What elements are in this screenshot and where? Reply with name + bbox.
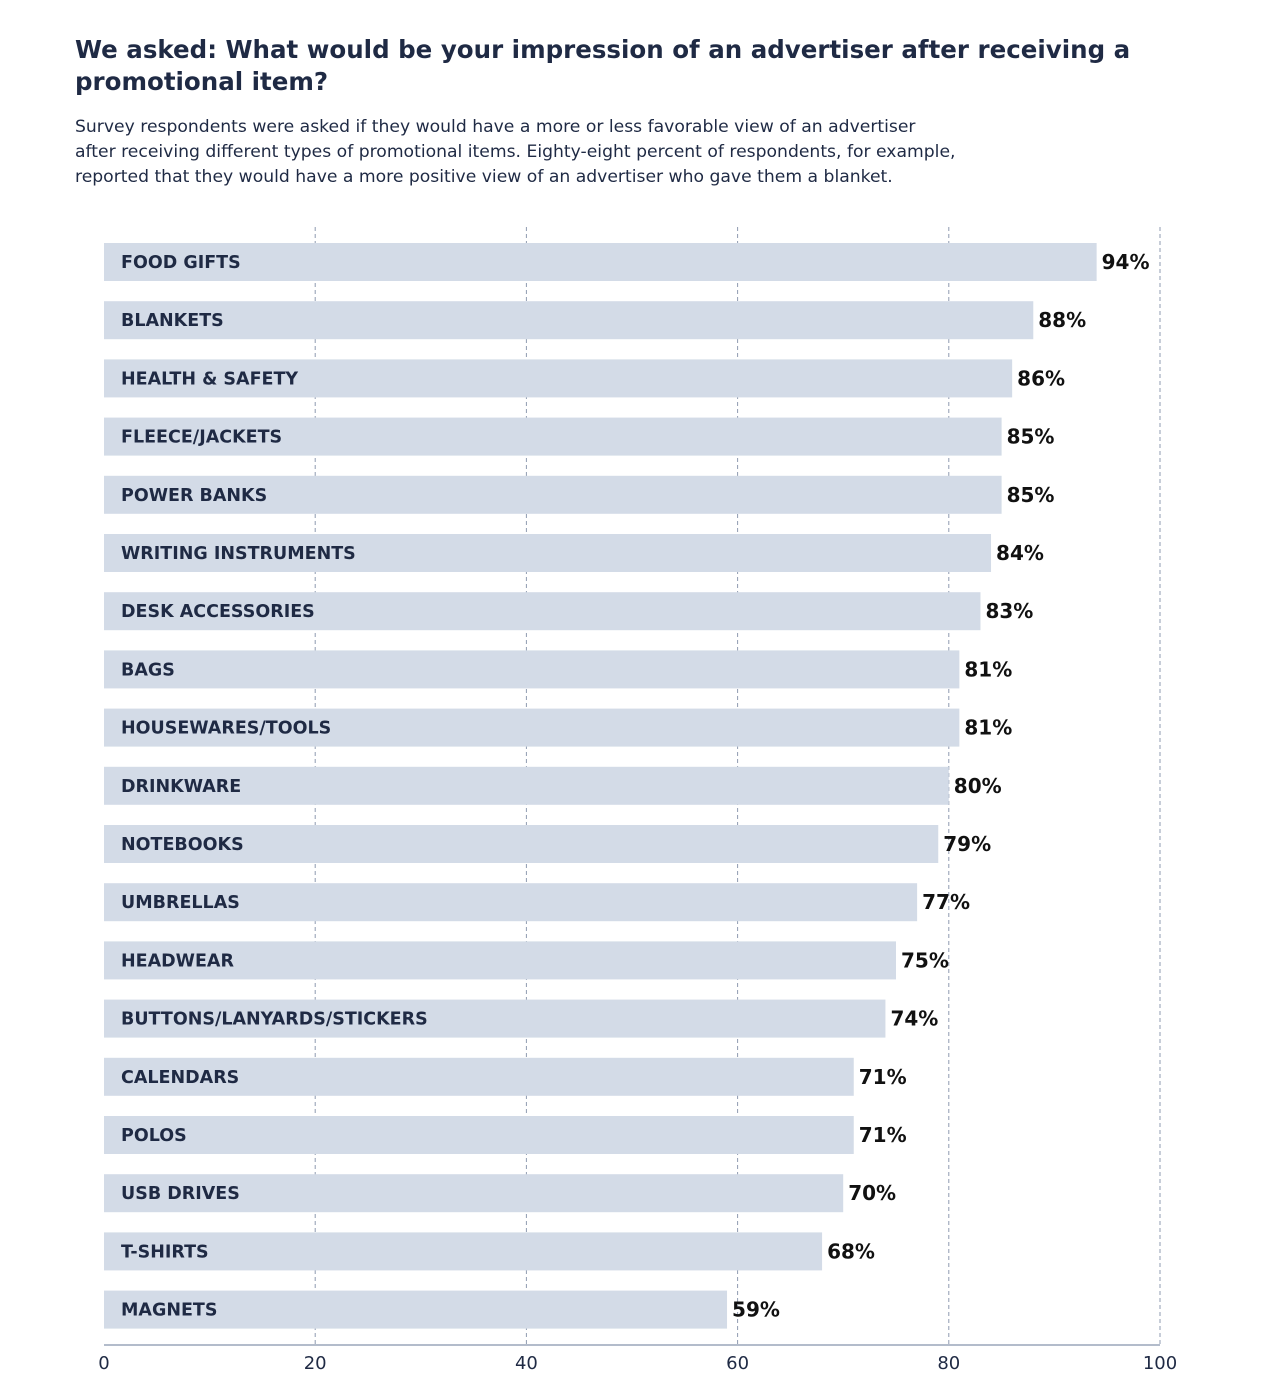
category-label: BLANKETS — [121, 311, 224, 331]
value-label: 80% — [954, 774, 1002, 798]
x-tick-label: 60 — [726, 1353, 749, 1374]
category-label: POWER BANKS — [121, 486, 267, 506]
category-label: NOTEBOOKS — [121, 835, 244, 855]
value-label: 74% — [890, 1007, 938, 1031]
bar — [104, 941, 896, 980]
value-label: 86% — [1017, 366, 1065, 390]
value-label: 83% — [985, 599, 1033, 623]
category-label: HEADWEAR — [121, 951, 234, 971]
chart-subtitle: Survey respondents were asked if they wo… — [75, 115, 1075, 190]
bar — [104, 1232, 823, 1271]
grid-lines — [314, 227, 1161, 1345]
value-label: 71% — [859, 1065, 907, 1089]
bar — [104, 825, 939, 863]
value-label: 88% — [1038, 308, 1086, 332]
category-label: FOOD GIFTS — [121, 253, 241, 273]
bar — [104, 1116, 854, 1154]
value-label: 59% — [732, 1298, 780, 1322]
category-label: CALENDARS — [121, 1068, 239, 1088]
x-tick-label: 40 — [515, 1353, 538, 1374]
x-tick-label: 80 — [937, 1353, 960, 1374]
bar — [104, 243, 1097, 281]
bar — [104, 592, 981, 631]
value-label: 85% — [1007, 425, 1055, 449]
bar — [104, 534, 992, 572]
category-label: T-SHIRTS — [121, 1242, 209, 1262]
subtitle-line: after receiving different types of promo… — [75, 142, 956, 162]
bar — [104, 708, 960, 747]
bars: FOOD GIFTS 94% BLANKETS 88% HEALTH & SAFETY 8… — [104, 243, 1150, 1329]
chart-title: We asked: What would be your impression … — [75, 35, 1131, 96]
category-label: MAGNETS — [121, 1301, 217, 1321]
x-tick-label: 100 — [1143, 1353, 1177, 1374]
x-tick-label: 20 — [304, 1353, 327, 1374]
value-label: 94% — [1102, 250, 1150, 274]
category-label: DESK ACCESSORIES — [121, 602, 315, 622]
bar — [104, 1290, 728, 1329]
category-label: UMBRELLAS — [121, 893, 240, 913]
x-tick-label: 0 — [98, 1353, 109, 1374]
category-label: POLOS — [121, 1126, 187, 1146]
bar — [104, 883, 918, 922]
value-label: 85% — [1007, 483, 1055, 507]
bar — [104, 766, 949, 805]
category-label: DRINKWARE — [121, 777, 241, 797]
value-label: 81% — [964, 716, 1012, 740]
bar — [104, 475, 1002, 514]
category-label: BAGS — [121, 660, 175, 680]
bar — [104, 1174, 844, 1213]
value-label: 75% — [901, 948, 949, 972]
category-label: FLEECE/JACKETS — [121, 428, 282, 448]
value-label: 68% — [827, 1239, 875, 1263]
value-label: 79% — [943, 832, 991, 856]
bar — [104, 417, 1002, 456]
value-label: 77% — [922, 890, 970, 914]
bar — [104, 999, 886, 1038]
bar — [104, 301, 1034, 340]
category-label: HEALTH & SAFETY — [121, 369, 298, 389]
value-label: 81% — [964, 657, 1012, 681]
category-label: BUTTONS/LANYARDS/STICKERS — [121, 1010, 428, 1030]
category-label: HOUSEWARES/TOOLS — [121, 719, 331, 739]
category-label: WRITING INSTRUMENTS — [121, 544, 356, 564]
bar — [104, 359, 1013, 398]
subtitle-line: Survey respondents were asked if they wo… — [75, 117, 916, 137]
subtitle-line: reported that they would have a more pos… — [75, 167, 893, 187]
bar — [104, 650, 960, 689]
bar — [104, 1057, 854, 1096]
value-label: 71% — [859, 1123, 907, 1147]
category-label: USB DRIVES — [121, 1184, 240, 1204]
value-label: 70% — [848, 1181, 896, 1205]
value-label: 84% — [996, 541, 1044, 565]
x-axis: 0 20 40 60 80 100 — [98, 1344, 1177, 1374]
